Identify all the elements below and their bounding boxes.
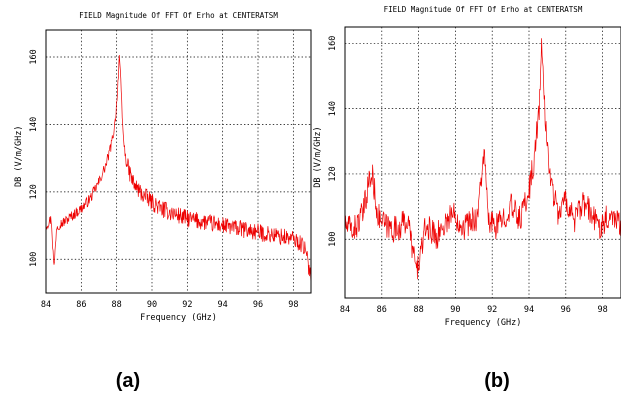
- chart-title: FIELD Magnitude Of FFT Of Erho at CENTER…: [384, 5, 583, 14]
- x-tick-label: 90: [450, 305, 460, 315]
- x-tick-label: 92: [487, 305, 497, 315]
- x-tick-label: 98: [597, 305, 607, 315]
- y-tick-label: 100: [328, 232, 338, 247]
- y-tick-label: 160: [328, 36, 338, 51]
- x-axis-label: Frequency (GHz): [140, 313, 217, 323]
- series-line: [45, 54, 312, 285]
- x-tick-label: 90: [147, 300, 157, 310]
- y-tick-label: 140: [328, 101, 338, 116]
- plot-frame: [45, 29, 312, 294]
- x-tick-label: 98: [288, 300, 298, 310]
- x-tick-label: 94: [524, 305, 534, 315]
- chart-title: FIELD Magnitude Of FFT Of Erho at CENTER…: [79, 11, 278, 20]
- x-tick-label: 88: [112, 300, 122, 310]
- panel-a: FIELD Magnitude Of FFT Of Erho at CENTER…: [14, 11, 312, 392]
- y-axis-label: DB (V/m/GHz): [14, 126, 24, 187]
- x-tick-label: 84: [340, 305, 350, 315]
- x-axis-label: Frequency (GHz): [445, 318, 522, 328]
- panel-label: (a): [116, 370, 140, 392]
- x-tick-label: 96: [561, 305, 571, 315]
- x-tick-label: 88: [413, 305, 423, 315]
- y-tick-label: 100: [29, 252, 39, 267]
- x-tick-label: 86: [377, 305, 387, 315]
- series-line: [344, 38, 621, 280]
- panel-b: FIELD Magnitude Of FFT Of Erho at CENTER…: [313, 5, 621, 392]
- y-tick-label: 160: [29, 49, 39, 64]
- y-tick-label: 120: [29, 184, 39, 199]
- x-tick-label: 96: [253, 300, 263, 310]
- plot-frame: [344, 26, 621, 299]
- y-tick-label: 140: [29, 117, 39, 132]
- x-tick-label: 92: [182, 300, 192, 310]
- y-axis-label: DB (V/m/GHz): [313, 126, 323, 187]
- panel-label: (b): [484, 370, 510, 392]
- x-tick-label: 86: [76, 300, 86, 310]
- x-tick-label: 84: [41, 300, 51, 310]
- y-tick-label: 120: [328, 166, 338, 181]
- x-tick-label: 94: [218, 300, 228, 310]
